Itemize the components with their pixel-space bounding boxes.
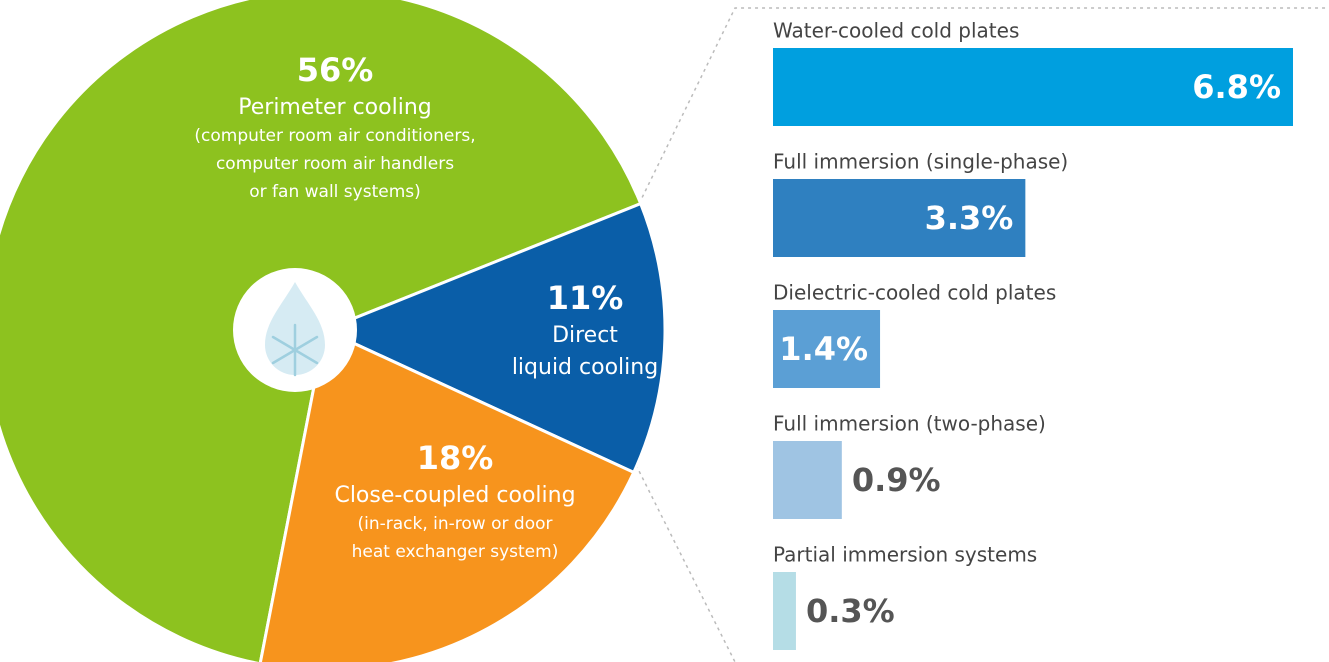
segment-value-label: 18% [417, 439, 494, 477]
segment-detail: heat exchanger system) [352, 542, 559, 562]
bar-category-label: Full immersion (two-phase) [773, 412, 1046, 436]
connector-top [635, 7, 1329, 211]
segment-detail: (computer room air conditioners, [194, 126, 475, 146]
bar [773, 572, 796, 650]
segment-name: Perimeter cooling [238, 95, 432, 120]
bar [773, 179, 1026, 257]
bar-category-label: Partial immersion systems [773, 543, 1037, 567]
connector-lines [635, 7, 1329, 662]
donut-segment [258, 327, 636, 662]
connector-bottom [635, 464, 736, 662]
bar-category-label: Water-cooled cold plates [773, 19, 1019, 43]
segment-name: Direct [552, 323, 618, 348]
snowflake [271, 323, 319, 377]
bar-value-label: 0.9% [852, 461, 941, 499]
segment-value-label: 11% [547, 279, 624, 317]
segment-value-label: 56% [297, 51, 374, 89]
bar-category-label: Dielectric-cooled cold plates [773, 281, 1056, 305]
bar [773, 48, 1293, 126]
bar-value-label: 6.8% [1192, 68, 1281, 106]
bar-value-label: 1.4% [779, 330, 868, 368]
segment-name: liquid cooling [512, 355, 658, 380]
bar-value-label: 0.3% [806, 592, 895, 630]
donut-segment [321, 201, 667, 475]
segment-detail: or fan wall systems) [249, 182, 421, 202]
bar-value-label: 3.3% [925, 199, 1014, 237]
segment-detail: (in-rack, in-row or door [357, 514, 552, 534]
bar [773, 310, 881, 388]
center-icon [233, 268, 357, 392]
segment-name: Close-coupled cooling [334, 483, 575, 508]
bar-category-label: Full immersion (single-phase) [773, 150, 1068, 174]
segment-detail: computer room air handlers [216, 154, 454, 174]
bar [773, 441, 842, 519]
bar-panel: Water-cooled cold plates 6.8% Full immersi… [773, 19, 1293, 650]
